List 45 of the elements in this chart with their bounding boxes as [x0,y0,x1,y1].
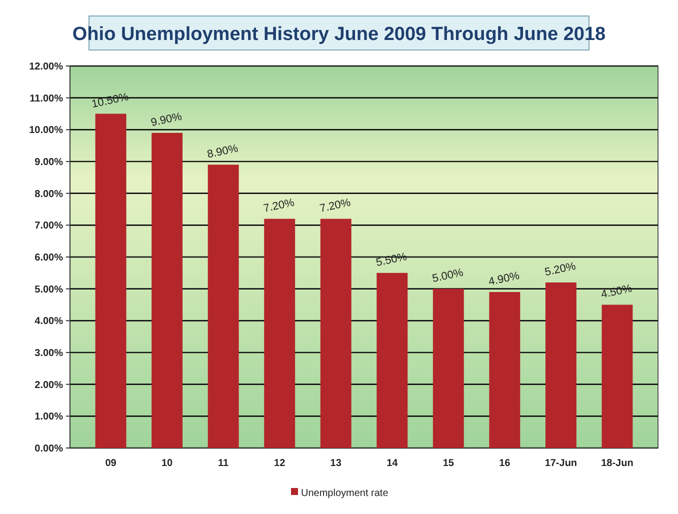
y-tick-label: 0.00% [34,444,64,454]
x-tick-label: 14 [386,458,398,469]
data-label: 10.50% [90,91,130,111]
x-tick-label: 10 [162,458,174,469]
y-tick-label: 8.00% [34,188,64,200]
x-tick-label: 18-Jun [601,458,634,469]
bar [545,282,576,448]
x-tick-label: 17-Jun [544,458,578,469]
y-tick-label: 3.00% [34,348,64,359]
x-tick-label: 11 [218,458,230,469]
y-tick-label: 5.00% [34,284,64,296]
y-tick-label: 4.00% [34,316,64,328]
bar [489,292,520,448]
data-label: 5.20% [544,260,578,279]
bar [320,218,352,448]
y-tick-label: 9.00% [34,157,64,168]
data-label: 5.00% [431,266,464,286]
x-tick-label: 15 [442,458,454,469]
bar [95,114,126,448]
data-label: 4.90% [488,270,521,288]
bar [264,218,296,448]
y-tick-label: 1.00% [34,412,64,423]
data-label: 8.90% [206,142,240,161]
bar [602,304,633,448]
y-tick-label: 12.00% [29,62,64,72]
data-label: 4.50% [600,282,634,301]
y-tick-label: 10.00% [29,125,64,136]
x-tick-label: 09 [105,458,117,469]
x-tick-label: 13 [330,458,342,469]
legend-label: Unemployment rate [301,488,389,499]
x-tick-label: 16 [499,458,511,469]
bar [432,288,464,448]
data-label: 5.50% [375,250,408,270]
bar [376,272,408,448]
data-label: 9.90% [150,110,184,130]
y-tick-label: 7.00% [34,220,64,232]
y-tick-label: 11.00% [30,93,64,104]
y-tick-label: 2.00% [34,380,64,391]
x-tick-label: 12 [274,458,286,469]
data-label: 7.20% [262,196,296,215]
y-tick-label: 6.00% [34,252,64,264]
bar [208,164,239,448]
bar [152,132,183,448]
chart-title: Ohio Unemployment History June 2009 Through June 2018 [72,24,606,45]
data-label: 7.20% [318,196,352,215]
